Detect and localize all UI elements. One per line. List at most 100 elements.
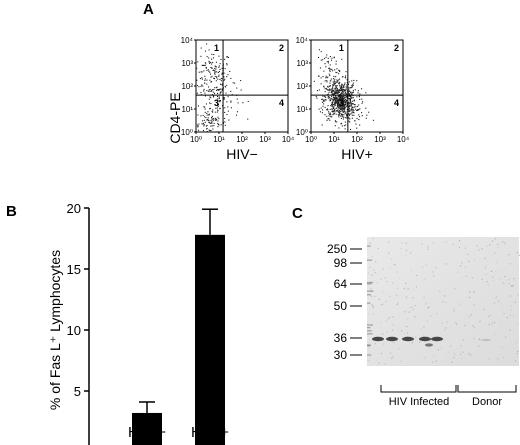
event-dot — [342, 91, 344, 93]
event-dot — [338, 116, 340, 118]
x-tick-label: 10³ — [259, 135, 271, 144]
event-dot — [197, 114, 199, 116]
event-dot — [345, 124, 347, 126]
panel-b-label: B — [6, 203, 17, 220]
event-dot — [329, 113, 331, 115]
event-dot — [335, 76, 337, 78]
event-dot — [345, 92, 347, 94]
event-dot — [332, 85, 334, 87]
event-dot — [212, 117, 214, 119]
event-dot — [344, 121, 346, 123]
event-dot — [345, 75, 347, 77]
event-dot — [234, 82, 236, 84]
event-dot — [361, 98, 363, 100]
y-tick-label: 10¹ — [296, 105, 308, 114]
event-dot — [210, 103, 212, 105]
event-dot — [328, 96, 330, 98]
event-dot — [336, 106, 338, 108]
event-dot — [361, 88, 363, 90]
event-dot — [205, 103, 207, 105]
event-dot — [212, 109, 214, 111]
event-dot — [341, 99, 343, 101]
event-dot — [204, 108, 206, 110]
event-dot — [345, 104, 347, 106]
event-dot — [223, 79, 225, 81]
event-dot — [339, 89, 341, 91]
event-dot — [335, 99, 337, 101]
event-dot — [348, 89, 350, 91]
event-dot — [224, 68, 226, 70]
event-dot — [352, 109, 354, 111]
event-dot — [204, 50, 206, 52]
quadrant-1-label: 1 — [214, 43, 219, 53]
event-dot — [358, 96, 360, 98]
event-dot — [206, 90, 208, 92]
event-dot — [337, 97, 339, 99]
event-dot — [326, 119, 328, 121]
event-dot — [219, 100, 221, 102]
event-dot — [358, 104, 360, 106]
event-dot — [214, 72, 216, 74]
event-dot — [342, 98, 344, 100]
event-dot — [352, 97, 354, 99]
flow-plot-x-label-hiv-positive: HIV+ — [341, 146, 373, 162]
event-dot — [343, 105, 345, 107]
event-dot — [214, 65, 216, 67]
event-dot — [217, 126, 219, 128]
lane-group-label-donor: Donor — [472, 396, 502, 408]
event-dot — [327, 105, 329, 107]
event-dot — [341, 76, 343, 78]
y-tick-label: 10⁴ — [181, 36, 194, 45]
event-dot — [211, 67, 213, 69]
event-dot — [343, 106, 345, 108]
event-dot — [335, 60, 337, 62]
event-dot — [333, 113, 335, 115]
event-dot — [339, 95, 341, 97]
event-dot — [335, 100, 337, 102]
event-dot — [339, 78, 341, 80]
event-dot — [336, 89, 338, 91]
event-dot — [333, 57, 335, 59]
event-dot — [221, 78, 223, 80]
event-dot — [313, 80, 315, 82]
event-dot — [204, 62, 206, 64]
event-dot — [339, 100, 341, 102]
event-dot — [338, 103, 340, 105]
event-dot — [342, 96, 344, 98]
flow-plot-frame — [195, 39, 289, 133]
event-dot — [206, 119, 208, 121]
event-dot — [326, 115, 328, 117]
event-dot — [337, 98, 339, 100]
event-dot — [328, 112, 330, 114]
event-dot — [236, 111, 238, 113]
event-dot — [341, 90, 343, 92]
event-dot — [345, 89, 347, 91]
event-dot — [215, 68, 217, 70]
y-tick-label: 20 — [67, 201, 81, 216]
event-dot — [216, 111, 218, 113]
event-dot — [240, 80, 242, 82]
event-dot — [203, 88, 205, 90]
event-dot — [351, 108, 353, 110]
event-dot — [226, 76, 228, 78]
y-tick-label: 10³ — [296, 59, 308, 68]
event-dot — [340, 88, 342, 90]
event-dot — [334, 110, 336, 112]
event-dot — [329, 96, 331, 98]
event-dot — [206, 127, 208, 129]
event-dot — [326, 81, 328, 83]
event-dot — [332, 81, 334, 83]
event-dot — [211, 58, 213, 60]
event-dot — [204, 75, 206, 77]
event-dot — [344, 107, 346, 109]
event-dot — [334, 91, 336, 93]
event-dot — [338, 114, 340, 116]
event-dot — [342, 111, 344, 113]
panel-a-label: A — [143, 1, 154, 18]
event-dot — [219, 68, 221, 70]
event-dot — [211, 90, 213, 92]
event-dot — [219, 93, 221, 95]
event-dot — [324, 114, 326, 116]
event-dot — [202, 130, 204, 132]
